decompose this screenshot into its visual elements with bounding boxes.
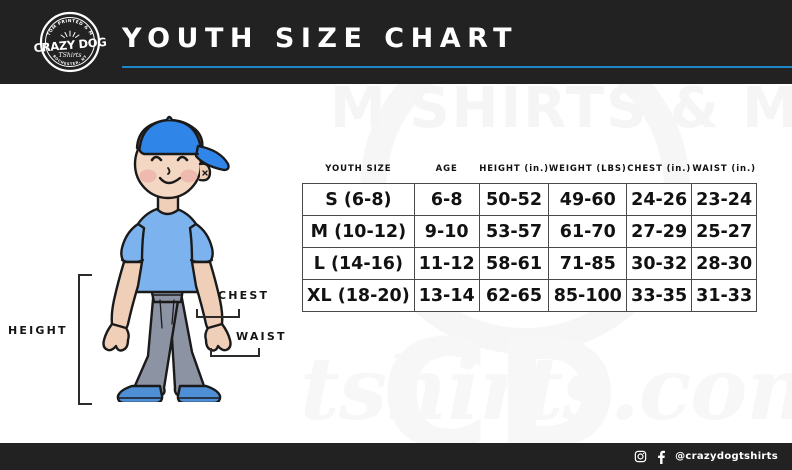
column-header-waist: WAIST (in.) — [692, 164, 756, 174]
column-header-chest: CHEST (in.) — [627, 164, 692, 174]
waist-label: WAIST — [236, 330, 287, 343]
cell-height: 62-65 — [478, 279, 550, 312]
social-handle[interactable]: @crazydogtshirts — [675, 451, 778, 462]
cell-waist: 31-33 — [691, 279, 758, 312]
column-header-weight: WEIGHT (LBS) — [548, 164, 627, 174]
instagram-icon[interactable] — [634, 450, 647, 463]
size-chart-table: YOUTH SIZE AGE HEIGHT (in.) WEIGHT (LBS)… — [302, 164, 758, 312]
cell-weight: 49-60 — [548, 183, 628, 216]
cell-weight: 61-70 — [548, 215, 628, 248]
table-row: XL (18-20) 13-14 62-65 85-100 33-35 31-3… — [302, 279, 758, 312]
header-accent-line — [122, 66, 792, 68]
cell-chest: 30-32 — [626, 247, 693, 280]
cell-weight: 71-85 — [548, 247, 628, 280]
page-header: CUSTOM PRINTED & MORE CRAZY DOG TShirts … — [0, 0, 792, 84]
size-chart-table-wrap: YOUTH SIZE AGE HEIGHT (in.) WEIGHT (LBS)… — [302, 164, 758, 312]
table-row: L (14-16) 11-12 58-61 71-85 30-32 28-30 — [302, 247, 758, 280]
cell-waist: 25-27 — [691, 215, 758, 248]
main-content: M SHIRTS & MORE CD tshirts.com HEIGHT — [0, 84, 792, 443]
column-header-youth-size: YOUTH SIZE — [325, 164, 392, 174]
youth-boy-illustration — [88, 102, 303, 405]
cell-chest: 24-26 — [626, 183, 693, 216]
waist-bracket — [210, 348, 260, 357]
cell-height: 53-57 — [478, 215, 550, 248]
cell-age: 9-10 — [413, 215, 480, 248]
height-bracket — [78, 274, 92, 405]
svg-text:TShirts: TShirts — [59, 52, 82, 59]
cell-age: 11-12 — [413, 247, 480, 280]
table-row: M (10-12) 9-10 53-57 61-70 27-29 25-27 — [302, 215, 758, 248]
cell-height: 50-52 — [478, 183, 550, 216]
chest-bracket — [196, 309, 240, 318]
cell-age: 6-8 — [413, 183, 480, 216]
cell-size: M (10-12) — [302, 215, 415, 248]
height-label: HEIGHT — [8, 324, 68, 337]
cell-height: 58-61 — [478, 247, 550, 280]
cell-waist: 28-30 — [691, 247, 758, 280]
watermark-bottom-text: tshirts.com — [300, 339, 792, 440]
crazy-dog-tshirts-logo: CUSTOM PRINTED & MORE CRAZY DOG TShirts … — [24, 11, 116, 73]
table-row: S (6-8) 6-8 50-52 49-60 24-26 23-24 — [302, 183, 758, 216]
cell-age: 13-14 — [413, 279, 480, 312]
page-title: YOUTH SIZE CHART — [122, 23, 519, 54]
svg-text:CRAZY DOG: CRAZY DOG — [33, 35, 107, 55]
cell-chest: 33-35 — [626, 279, 693, 312]
social-links: @crazydogtshirts — [634, 443, 778, 470]
cell-waist: 23-24 — [691, 183, 758, 216]
chest-label: CHEST — [218, 289, 270, 302]
cell-weight: 85-100 — [548, 279, 628, 312]
page-footer: @crazydogtshirts — [0, 443, 792, 470]
cell-size: L (14-16) — [302, 247, 415, 280]
cell-size: XL (18-20) — [302, 279, 415, 312]
table-header-row: YOUTH SIZE AGE HEIGHT (in.) WEIGHT (LBS)… — [303, 164, 757, 184]
column-header-height: HEIGHT (in.) — [479, 164, 549, 174]
column-header-age: AGE — [435, 164, 458, 174]
facebook-icon[interactable] — [656, 450, 666, 464]
cell-size: S (6-8) — [302, 183, 415, 216]
cell-chest: 27-29 — [626, 215, 693, 248]
